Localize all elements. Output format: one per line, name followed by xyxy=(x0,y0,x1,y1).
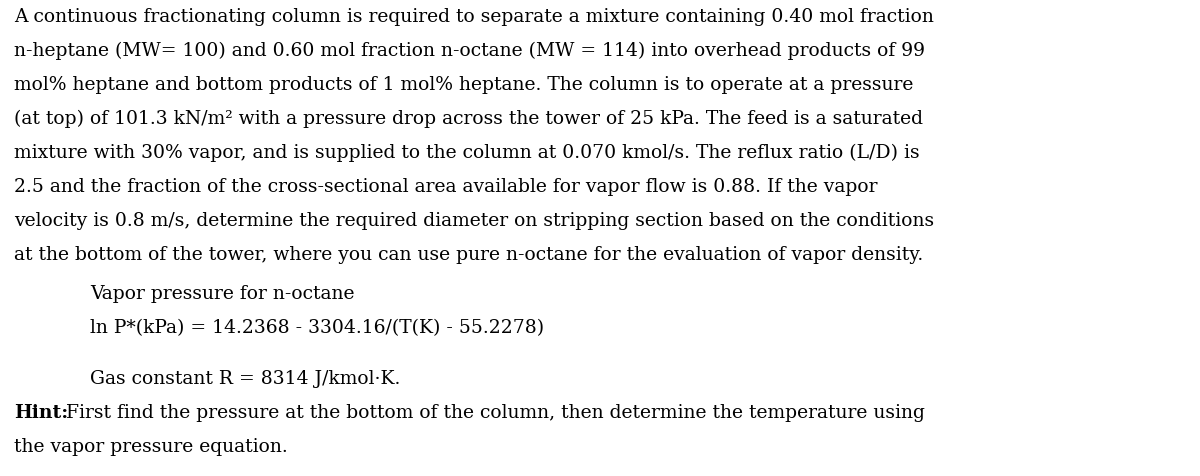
Text: ln P*(kPa) = 14.2368 - 3304.16/(T(K) - 55.2278): ln P*(kPa) = 14.2368 - 3304.16/(T(K) - 5… xyxy=(90,319,544,337)
Text: Vapor pressure for n-octane: Vapor pressure for n-octane xyxy=(90,285,354,303)
Text: the vapor pressure equation.: the vapor pressure equation. xyxy=(14,438,288,456)
Text: A continuous fractionating column is required to separate a mixture containing 0: A continuous fractionating column is req… xyxy=(14,8,934,26)
Text: Gas constant R = 8314 J/kmol·K.: Gas constant R = 8314 J/kmol·K. xyxy=(90,370,401,388)
Text: mol% heptane and bottom products of 1 mol% heptane. The column is to operate at : mol% heptane and bottom products of 1 mo… xyxy=(14,76,913,94)
Text: Hint:: Hint: xyxy=(14,404,68,422)
Text: at the bottom of the tower, where you can use pure n-octane for the evaluation o: at the bottom of the tower, where you ca… xyxy=(14,246,923,264)
Text: First find the pressure at the bottom of the column, then determine the temperat: First find the pressure at the bottom of… xyxy=(60,404,925,422)
Text: mixture with 30% vapor, and is supplied to the column at 0.070 kmol/s. The reflu: mixture with 30% vapor, and is supplied … xyxy=(14,144,919,162)
Text: 2.5 and the fraction of the cross-sectional area available for vapor flow is 0.8: 2.5 and the fraction of the cross-sectio… xyxy=(14,178,877,196)
Text: velocity is 0.8 m/s, determine the required diameter on stripping section based : velocity is 0.8 m/s, determine the requi… xyxy=(14,212,934,230)
Text: n-heptane (MW= 100) and 0.60 mol fraction n-octane (MW = 114) into overhead prod: n-heptane (MW= 100) and 0.60 mol fractio… xyxy=(14,42,925,60)
Text: (at top) of 101.3 kN/m² with a pressure drop across the tower of 25 kPa. The fee: (at top) of 101.3 kN/m² with a pressure … xyxy=(14,110,923,128)
